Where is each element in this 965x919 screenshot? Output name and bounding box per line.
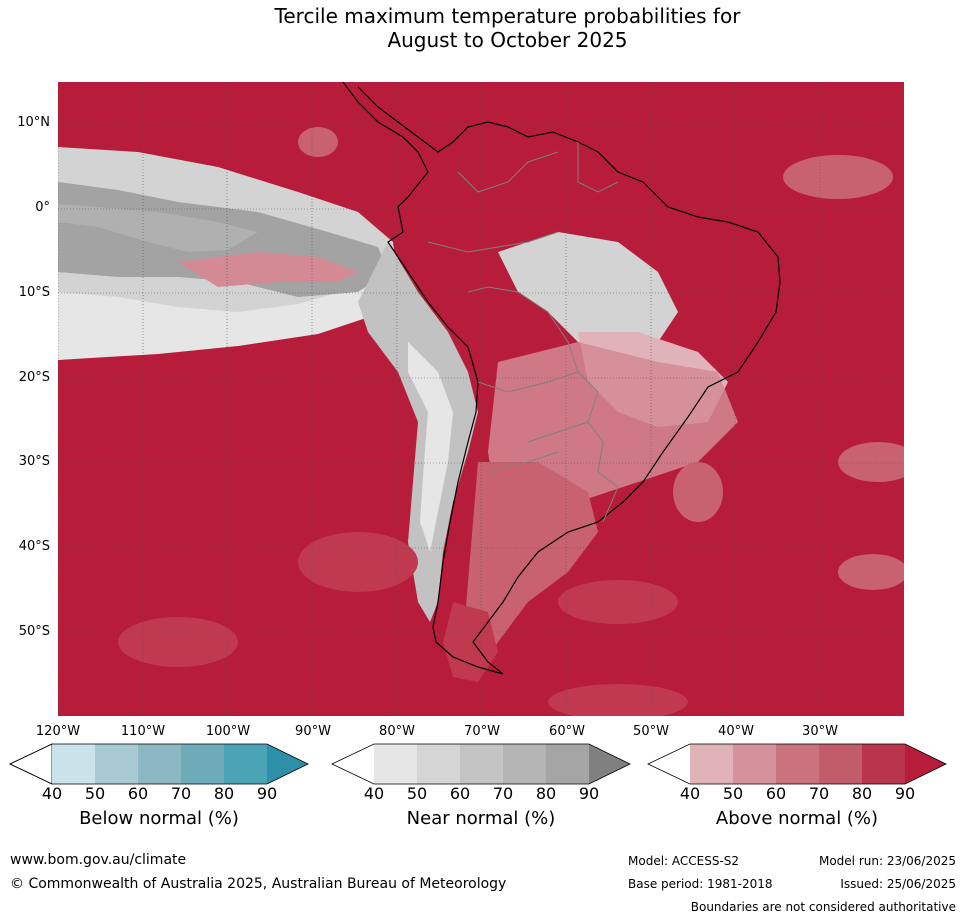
colorbar-above-segment-4 — [819, 744, 862, 784]
map-gridlines — [58, 82, 904, 716]
above-patch-2 — [838, 442, 904, 482]
lon-label-80w: 80°W — [379, 724, 415, 739]
above-tick-50: 50 — [722, 784, 744, 803]
near-tick-80: 80 — [535, 784, 557, 803]
near-tick-50: 50 — [406, 784, 428, 803]
lat-label-40s: 40°S — [18, 539, 50, 554]
colorbar-above-segment-0 — [648, 744, 690, 784]
map-svg — [58, 82, 904, 716]
lon-label-90w: 90°W — [295, 724, 331, 739]
above-patch-7 — [298, 127, 338, 157]
colorbar-near-segment-6 — [589, 744, 630, 784]
below-tick-90: 90 — [256, 784, 278, 803]
lon-label-120w: 120°W — [35, 724, 81, 739]
lat-label-30s: 30°S — [18, 454, 50, 469]
lon-label-100w: 100°W — [205, 724, 251, 739]
footer-url: www.bom.gov.au/climate — [10, 852, 187, 868]
colorbar-below-segment-1 — [52, 744, 95, 784]
below-tick-50: 50 — [84, 784, 106, 803]
lat-label-50s: 50°S — [18, 624, 50, 639]
footer-model-run: Model run: 23/06/2025 — [818, 854, 956, 868]
footer-disclaimer: Boundaries are not considered authoritat… — [690, 900, 956, 914]
footer-copyright: © Commonwealth of Australia 2025, Austra… — [10, 876, 507, 892]
footer-model: Model: ACCESS-S2 — [628, 854, 740, 868]
colorbar-below-outline — [9, 743, 309, 785]
colorbar-above-segment-1 — [690, 744, 733, 784]
near-normal-coastal-strip — [358, 242, 478, 622]
lat-label-10n: 10°N — [17, 115, 50, 130]
colorbar-near-segment-1 — [374, 744, 417, 784]
colorbar-above-segment-5 — [862, 744, 905, 784]
colorbar-above-outline — [647, 743, 947, 785]
below-tick-60: 60 — [127, 784, 149, 803]
lon-label-110w: 110°W — [120, 724, 166, 739]
country-borders — [427, 142, 619, 523]
above-patch-3 — [838, 554, 904, 590]
near-normal-brazil-interior — [498, 232, 678, 352]
above-patch-5 — [118, 617, 238, 667]
colorbar-below-segment-6 — [267, 744, 308, 784]
colorbar-near-normal — [331, 743, 631, 785]
above-tick-80: 80 — [851, 784, 873, 803]
above-tick-60: 60 — [765, 784, 787, 803]
near-tick-90: 90 — [578, 784, 600, 803]
near-tick-40: 40 — [363, 784, 385, 803]
colorbar-above-segment-6 — [905, 744, 946, 784]
near-tick-70: 70 — [492, 784, 514, 803]
footer-issued: Issued: 25/06/2025 — [840, 877, 956, 891]
above-patch-6 — [673, 462, 723, 522]
map-title: Tercile maximum temperature probabilitie… — [0, 4, 965, 52]
colorbar-title-near: Near normal (%) — [406, 808, 556, 829]
colorbar-near-segment-0 — [332, 744, 374, 784]
above-tick-40: 40 — [679, 784, 701, 803]
below-tick-80: 80 — [213, 784, 235, 803]
above-normal-patch-pacific — [178, 252, 358, 287]
colorbar-title-below: Below normal (%) — [79, 808, 239, 829]
colorbar-above-segment-2 — [733, 744, 776, 784]
colorbar-below-normal — [9, 743, 309, 785]
colorbar-above-normal — [647, 743, 947, 785]
colorbar-near-segment-2 — [417, 744, 460, 784]
colorbar-near-segment-5 — [546, 744, 589, 784]
probability-map — [58, 82, 904, 716]
near-normal-band-light — [58, 282, 388, 360]
above-tick-70: 70 — [808, 784, 830, 803]
colorbar-near-segment-4 — [503, 744, 546, 784]
above-normal-patagonia — [443, 602, 498, 682]
colorbar-below-segment-3 — [138, 744, 181, 784]
above-patch-8 — [558, 580, 678, 624]
colorbar-below-segment-0 — [9, 743, 53, 785]
lon-label-40w: 40°W — [718, 724, 754, 739]
colorbar-above-segment-3 — [776, 744, 819, 784]
colorbar-below-segment-5 — [224, 744, 267, 784]
below-tick-40: 40 — [41, 784, 63, 803]
above-patch-9 — [548, 684, 688, 716]
above-normal-argentina — [463, 462, 598, 672]
title-line-2: August to October 2025 — [387, 28, 628, 52]
south-america-coastline — [342, 82, 781, 675]
above-patch-1 — [783, 155, 893, 199]
title-line-1: Tercile maximum temperature probabilitie… — [274, 4, 741, 28]
lat-label-10s: 10°S — [18, 285, 50, 300]
near-normal-band-mid — [58, 204, 258, 252]
footer-base-period: Base period: 1981-2018 — [628, 877, 773, 891]
lon-label-70w: 70°W — [464, 724, 500, 739]
lon-label-30w: 30°W — [802, 724, 838, 739]
lat-label-0: 0° — [35, 200, 50, 215]
below-tick-70: 70 — [170, 784, 192, 803]
lat-label-20s: 20°S — [18, 370, 50, 385]
colorbar-near-outline — [331, 743, 631, 785]
colorbar-below-segment-4 — [181, 744, 224, 784]
colorbar-near-segment-3 — [460, 744, 503, 784]
above-patch-4 — [298, 532, 418, 592]
near-tick-60: 60 — [449, 784, 471, 803]
colorbar-below-segment-2 — [95, 744, 138, 784]
near-normal-coastal-light — [408, 342, 453, 552]
lon-label-60w: 60°W — [549, 724, 585, 739]
lon-label-50w: 50°W — [633, 724, 669, 739]
colorbar-title-above: Above normal (%) — [715, 808, 879, 829]
above-tick-90: 90 — [894, 784, 916, 803]
